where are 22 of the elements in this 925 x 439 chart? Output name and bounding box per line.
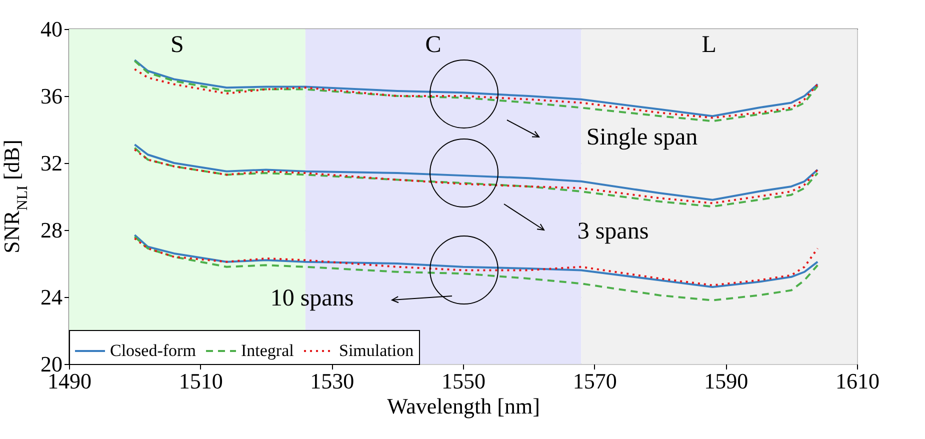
legend-label: Integral [241, 341, 294, 360]
y-tick-label: 28 [40, 218, 62, 242]
annotation: 3 spans [577, 218, 649, 245]
x-tick-label: 1590 [704, 368, 748, 394]
line-series [134, 68, 819, 119]
band-label: S [170, 32, 184, 58]
legend-label: Closed-form [110, 341, 196, 360]
annotation: Single span [586, 124, 698, 151]
y-tick-label: 32 [40, 150, 62, 176]
y-tick-label: 24 [40, 284, 62, 310]
band-label: L [702, 32, 716, 58]
x-tick-label: 1570 [572, 368, 617, 394]
annotation: 10 spans [270, 286, 354, 312]
band-label: C [425, 32, 442, 58]
x-axis-title: Wavelength [nm] [387, 394, 540, 418]
x-tick-label: 1530 [310, 368, 354, 394]
legend-label: Simulation [339, 341, 414, 360]
x-tick-label: 1610 [836, 368, 880, 394]
x-tick-label: 1510 [178, 368, 223, 394]
x-tick-label: 1550 [442, 368, 486, 394]
y-tick-label: 40 [40, 16, 62, 42]
y-tick-label: 36 [40, 84, 62, 108]
